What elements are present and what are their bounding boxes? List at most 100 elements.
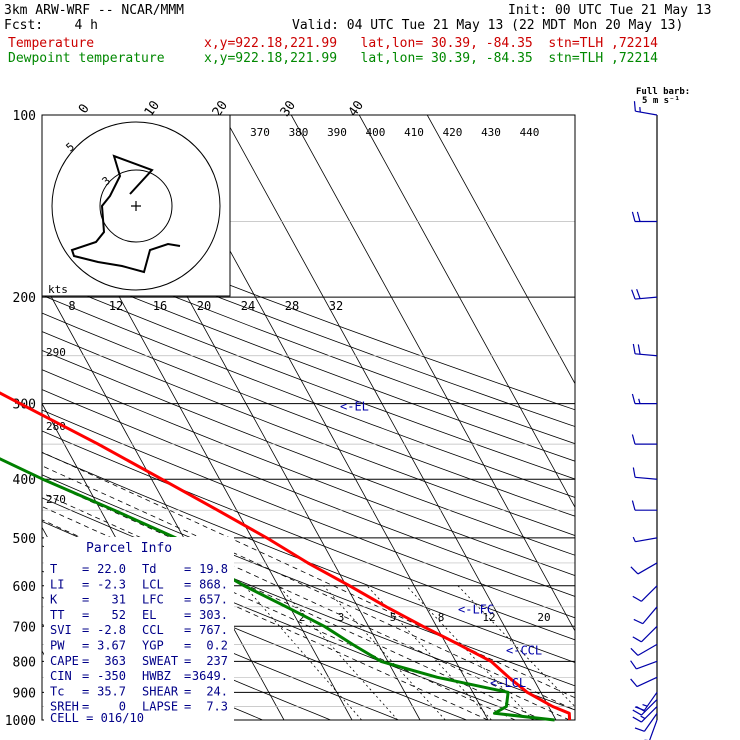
- mixing-ratio-label: 5: [390, 611, 397, 624]
- wind-barb-title: Full barb:: [636, 87, 690, 97]
- theta-e-label: 400: [366, 126, 386, 139]
- parcel-equals: =: [184, 700, 191, 714]
- isotherm-line: [222, 115, 557, 720]
- wind-barb-flag: [632, 467, 636, 478]
- dry-adiabat-lines: [42, 210, 575, 720]
- parcel-param-value: 24.: [206, 684, 228, 698]
- wind-barb-flag: [638, 398, 641, 404]
- dry-adiabat-line: [42, 277, 575, 480]
- parcel-param-value: 22.0: [97, 562, 126, 576]
- parcel-equals: =: [184, 684, 191, 698]
- wind-barb-flag: [631, 211, 636, 222]
- wind-barb-flag: [632, 343, 636, 354]
- wind-barb: [635, 353, 658, 357]
- theta-e-label: 370: [250, 126, 270, 139]
- wind-barb-flag: [640, 715, 646, 720]
- parcel-param-name: SVI: [50, 623, 72, 637]
- parcel-param-value: 7.3: [206, 700, 228, 714]
- wind-barb: [635, 296, 658, 300]
- parcel-param-value: -2.3: [97, 577, 126, 591]
- pressure-label: 100: [13, 109, 36, 124]
- plot-frame: [41, 114, 576, 721]
- dry-adiabat-line: [42, 430, 575, 641]
- parcel-info-background: [44, 537, 234, 726]
- moist-adiabat-line: [42, 451, 575, 699]
- parcel-param-name: LAPSE: [142, 700, 178, 714]
- parcel-param-value: 657.: [199, 593, 228, 607]
- isotherm-label: 40: [346, 98, 367, 119]
- wind-barb: [641, 625, 658, 643]
- speed-tick-label: 24: [241, 299, 255, 313]
- wind-barb-flag: [642, 703, 648, 707]
- theta-e-label: 420: [443, 126, 463, 139]
- pressure-label: 400: [13, 473, 36, 488]
- parcel-cell: CELL = 016/10: [50, 711, 144, 725]
- wind-barb-flag: [633, 101, 636, 112]
- wind-barb-flag: [631, 289, 636, 300]
- theta-e-label: 410: [404, 126, 424, 139]
- dry-adiabat-label: 270: [46, 493, 66, 506]
- pressure-label: 500: [13, 532, 36, 547]
- moist-adiabat-line: [42, 492, 543, 720]
- parcel-param-name: Td: [142, 562, 156, 576]
- wind-barb: [641, 699, 658, 716]
- wind-barb-flag: [630, 660, 637, 670]
- parcel-equals: =: [184, 608, 191, 622]
- pressure-label: 200: [13, 291, 36, 306]
- parcel-param-value: 363: [104, 654, 126, 668]
- speed-tick-label: 8: [68, 299, 75, 313]
- level-annotation: <-CCL: [506, 643, 542, 657]
- parcel-equals: =: [184, 593, 191, 607]
- wind-barb: [637, 643, 658, 656]
- parcel-param-value: 0.2: [206, 639, 228, 653]
- pressure-label: 1000: [5, 714, 36, 729]
- parcel-param-value: 19.8: [199, 562, 228, 576]
- wind-barb: [637, 562, 658, 575]
- hodograph-units: kts: [48, 283, 68, 296]
- parcel-param-name: SREH: [50, 700, 79, 714]
- hodograph-center: [131, 201, 141, 211]
- level-annotations: <-EL <-LFC <-CCL <-LCL: [340, 399, 542, 690]
- parcel-param-name: TT: [50, 608, 64, 622]
- isotherm-label: 0: [76, 101, 93, 116]
- dry-adiabat-line: [42, 596, 332, 720]
- forecast-hour: Fcst: 4 h: [4, 18, 98, 33]
- hodograph-trace: [70, 154, 181, 274]
- wind-barb-flag: [630, 678, 638, 687]
- parcel-param-name: K: [50, 593, 58, 607]
- parcel-equals: =: [184, 577, 191, 591]
- isotherm-label: 30: [278, 98, 299, 119]
- parcel-param-name: LFC: [142, 593, 164, 607]
- dry-adiabat-line: [42, 369, 575, 576]
- wind-barb: [635, 476, 658, 480]
- wind-barb-flag: [634, 727, 645, 732]
- parcel-equals: =: [184, 654, 191, 668]
- isotherm-line: [358, 115, 575, 509]
- parcel-param-name: SHEAR: [142, 684, 179, 698]
- speed-tick-label: 12: [109, 299, 123, 313]
- wind-barb-flag: [631, 393, 636, 404]
- dry-adiabat-line: [42, 409, 575, 619]
- parcel-equals: =: [82, 654, 89, 668]
- theta-e-label: 440: [520, 126, 540, 139]
- wind-barb-flag: [632, 536, 636, 542]
- wind-barb-flag: [631, 500, 636, 511]
- parcel-param-value: 3.67: [97, 639, 126, 653]
- parcel-equals: =: [184, 639, 191, 653]
- legend-dewpoint-location: x,y=922.18,221.99 lat,lon= 30.39, -84.35…: [204, 51, 658, 66]
- wind-barb-flag: [637, 344, 641, 355]
- mixing-ratio-label: 8: [438, 611, 445, 624]
- dry-adiabat-line: [42, 210, 575, 411]
- wind-barb-flag: [633, 618, 644, 625]
- parcel-param-name: PW: [50, 639, 65, 653]
- pressure-label: 700: [13, 620, 36, 635]
- speed-tick-label: 20: [197, 299, 211, 313]
- mixing-ratio-label: 12: [482, 611, 495, 624]
- level-annotation: <-LCL: [490, 676, 526, 690]
- dry-adiabat-line: [42, 312, 575, 517]
- parcel-param-name: EL: [142, 608, 156, 622]
- wind-barb-flag: [632, 716, 642, 723]
